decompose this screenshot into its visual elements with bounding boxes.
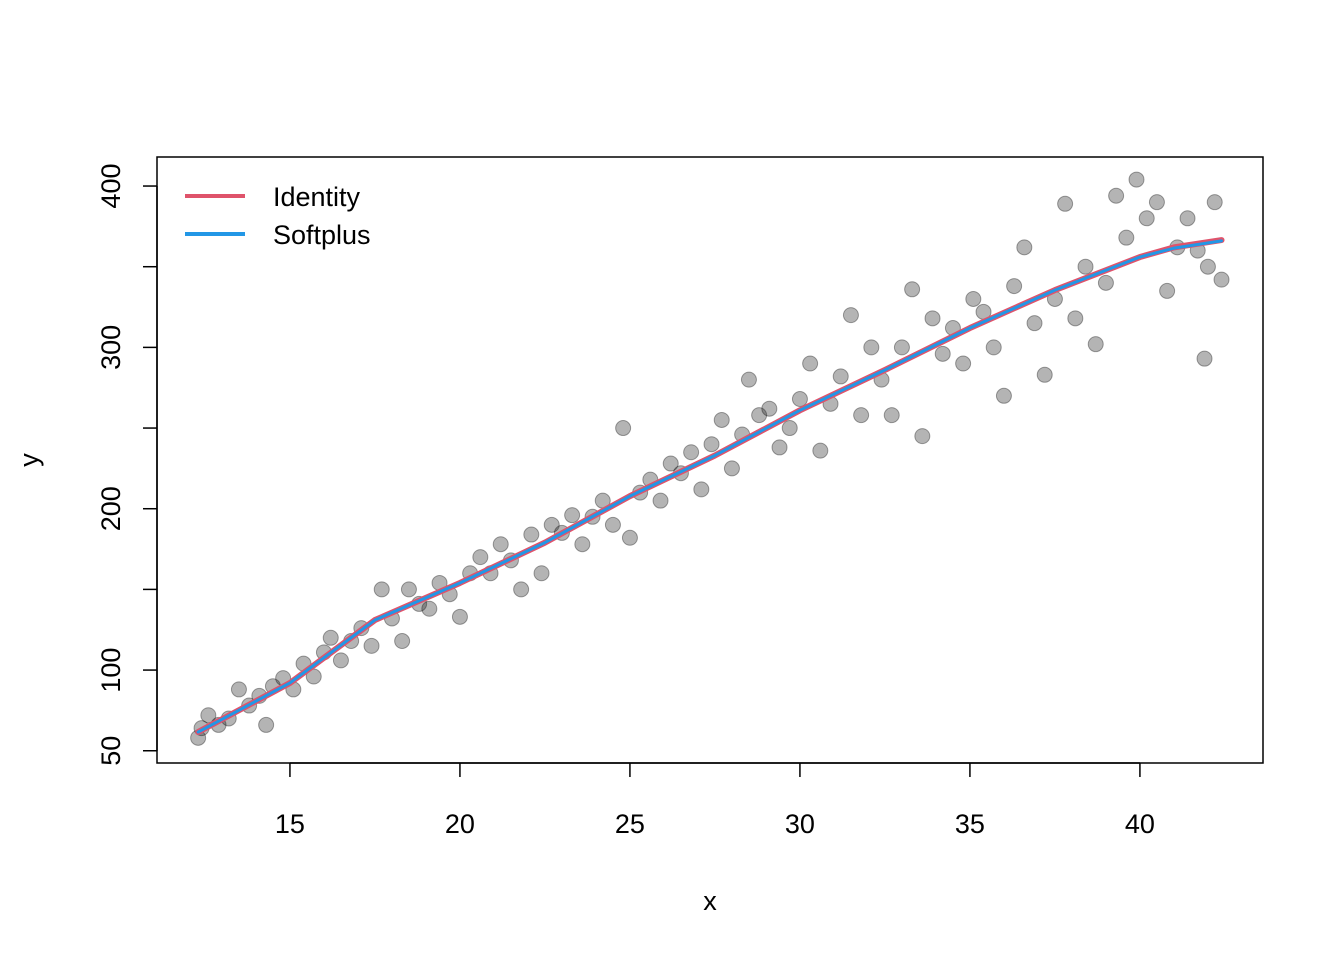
- point: [1196, 350, 1213, 367]
- point: [1159, 282, 1176, 299]
- point: [1087, 336, 1104, 353]
- point: [400, 581, 417, 598]
- x-tick-label: 40: [1125, 809, 1155, 839]
- point: [853, 407, 870, 424]
- point: [693, 481, 710, 498]
- point: [751, 407, 768, 424]
- x-tick-label: 15: [275, 809, 305, 839]
- point: [924, 310, 941, 327]
- point: [574, 536, 591, 553]
- point: [543, 516, 560, 533]
- point: [1138, 210, 1155, 227]
- point: [332, 652, 349, 669]
- point: [703, 436, 720, 453]
- point: [421, 600, 438, 617]
- y-tick-label: 100: [96, 648, 126, 693]
- x-tick-label: 20: [445, 809, 475, 839]
- point: [322, 629, 339, 646]
- point: [812, 442, 829, 459]
- point: [1016, 239, 1033, 256]
- point: [965, 290, 982, 307]
- point: [802, 355, 819, 372]
- point: [904, 281, 921, 298]
- point: [842, 307, 859, 324]
- point: [451, 608, 468, 625]
- point: [740, 371, 757, 388]
- point: [1148, 194, 1165, 211]
- point: [200, 707, 217, 724]
- y-tick-label: 200: [96, 486, 126, 531]
- point: [955, 355, 972, 372]
- point: [1179, 210, 1196, 227]
- line: [195, 237, 1225, 736]
- point: [771, 439, 788, 456]
- point: [863, 339, 880, 356]
- point: [832, 368, 849, 385]
- point: [934, 345, 951, 362]
- legend-label: Softplus: [273, 220, 371, 250]
- point: [723, 460, 740, 477]
- point: [523, 526, 540, 543]
- point: [621, 529, 638, 546]
- point: [1077, 258, 1094, 275]
- point: [662, 455, 679, 472]
- point: [1026, 315, 1043, 332]
- point: [472, 549, 489, 566]
- point: [1057, 195, 1074, 212]
- point: [791, 391, 808, 408]
- point: [985, 339, 1002, 356]
- line: [196, 239, 1224, 734]
- point: [683, 444, 700, 461]
- point: [1199, 258, 1216, 275]
- point: [564, 507, 581, 524]
- point: [513, 581, 530, 598]
- point: [761, 400, 778, 417]
- y-tick-label: 400: [96, 164, 126, 209]
- point: [652, 492, 669, 509]
- point: [373, 581, 390, 598]
- point: [1006, 278, 1023, 295]
- point: [781, 420, 798, 437]
- x-tick-label: 30: [785, 809, 815, 839]
- x-axis-label: x: [703, 886, 717, 916]
- point: [893, 339, 910, 356]
- x-tick-label: 25: [615, 809, 645, 839]
- point: [258, 716, 275, 733]
- point: [1067, 310, 1084, 327]
- point: [394, 633, 411, 650]
- point: [1108, 187, 1125, 204]
- point: [914, 428, 931, 445]
- point: [1128, 171, 1145, 188]
- point: [713, 411, 730, 428]
- y-tick-label: 50: [96, 736, 126, 766]
- point: [1036, 366, 1053, 383]
- point: [615, 420, 632, 437]
- point: [604, 516, 621, 533]
- point: [883, 407, 900, 424]
- y-tick-label: 300: [96, 325, 126, 370]
- point: [492, 536, 509, 553]
- point: [230, 681, 247, 698]
- y-axis-label: y: [14, 453, 44, 467]
- point: [1213, 271, 1230, 288]
- point: [1118, 229, 1135, 246]
- point: [533, 565, 550, 582]
- point: [363, 637, 380, 654]
- point: [1097, 274, 1114, 291]
- point: [1206, 194, 1223, 211]
- x-tick-label: 35: [955, 809, 985, 839]
- point: [995, 387, 1012, 404]
- legend-label: Identity: [273, 182, 361, 212]
